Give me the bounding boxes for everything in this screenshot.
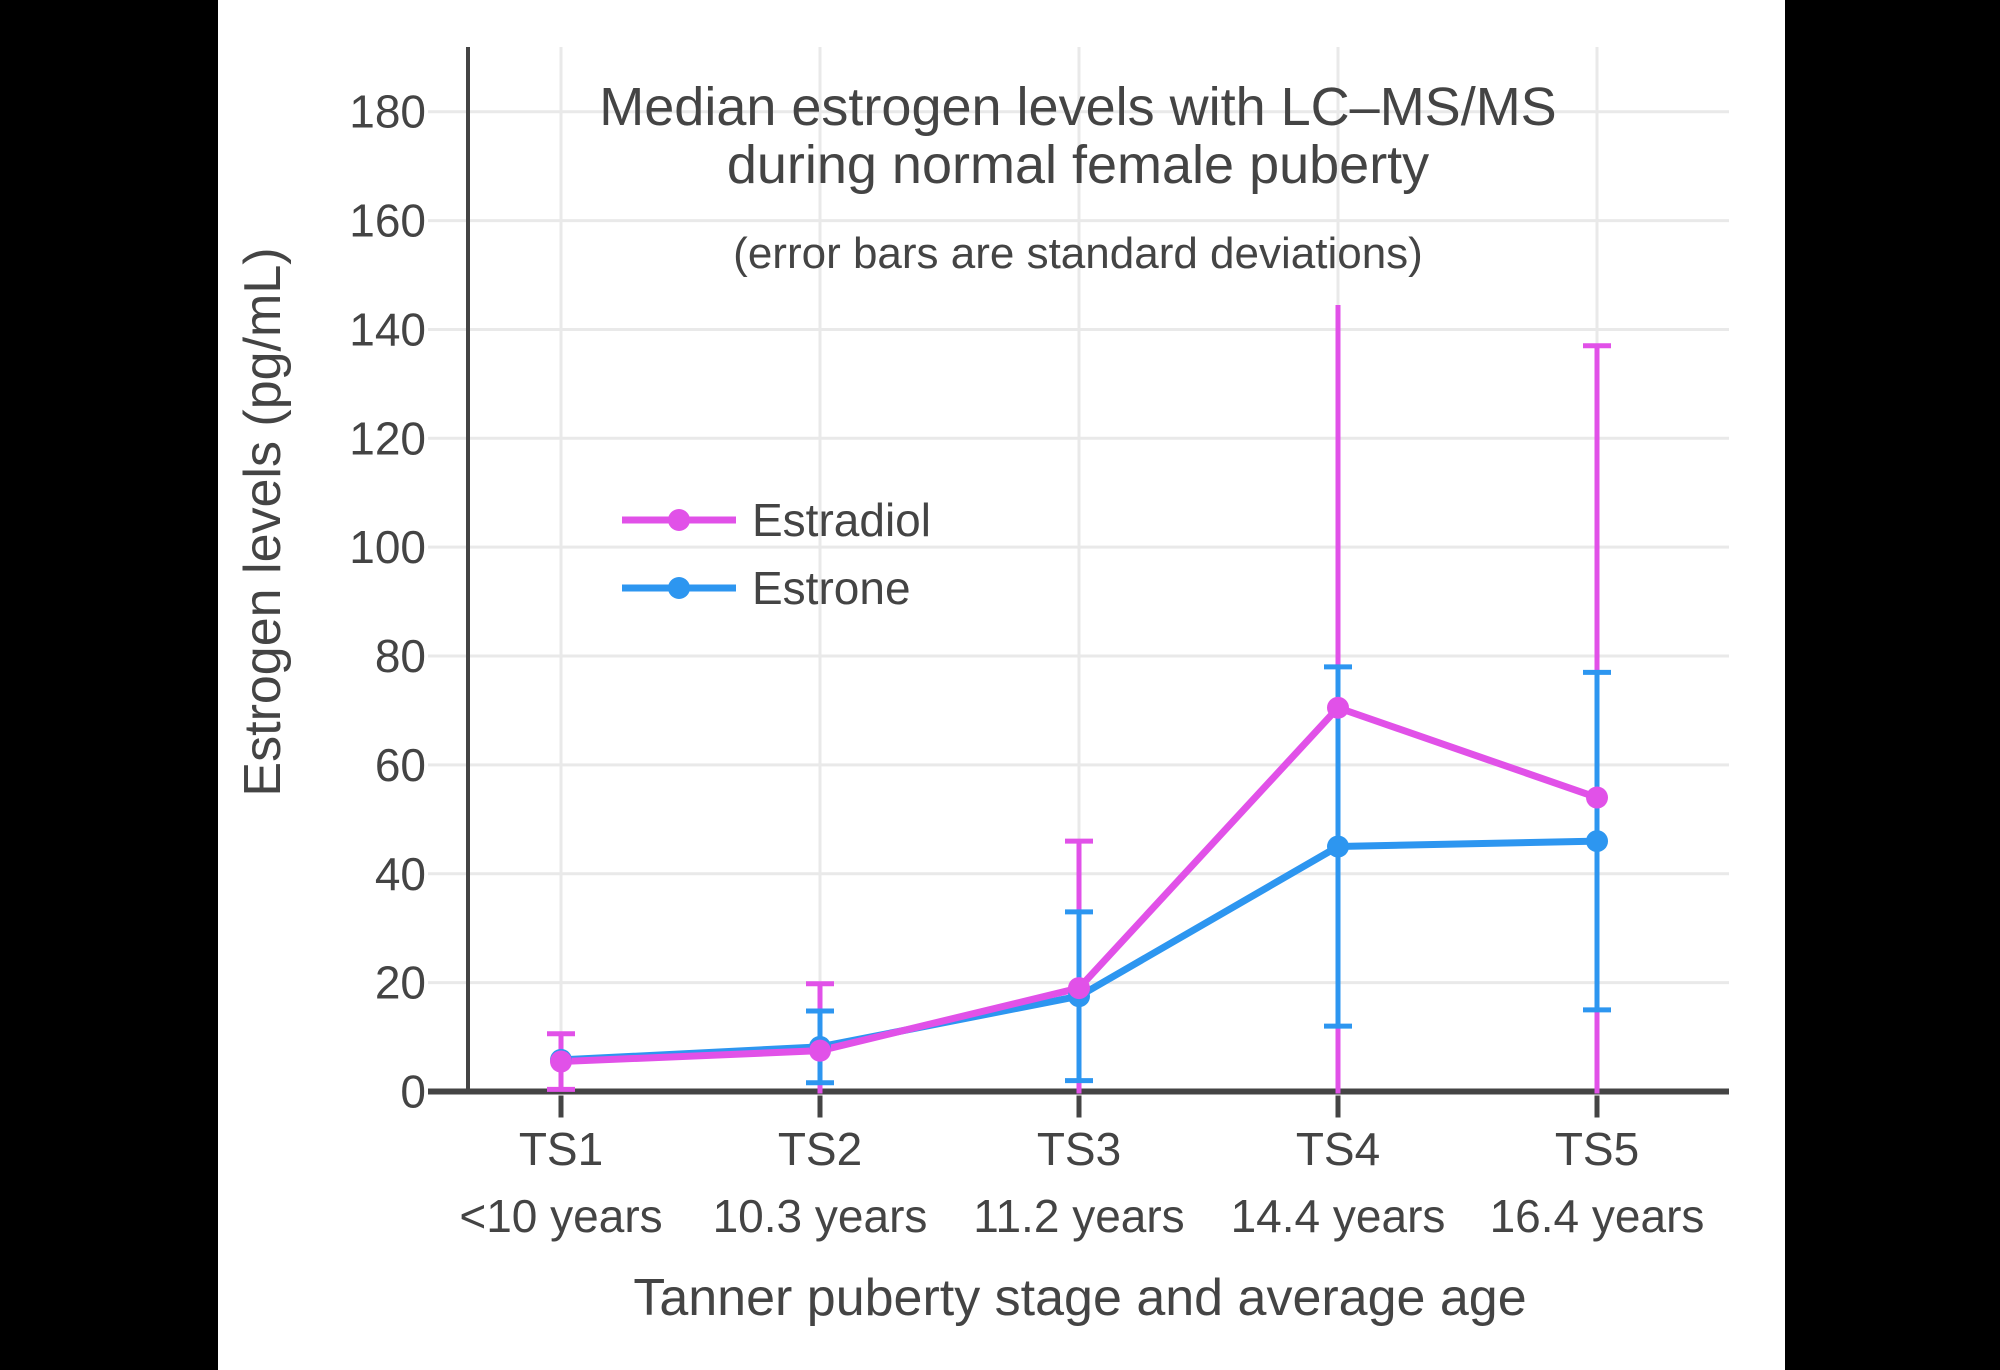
chart-title-line-2: during normal female puberty <box>727 135 1429 195</box>
x-tick-stage-label: TS3 <box>1037 1123 1121 1175</box>
legend-label: Estradiol <box>752 494 931 546</box>
y-tick-label: 40 <box>375 848 426 900</box>
x-tick-stage-label: TS5 <box>1555 1123 1639 1175</box>
legend-marker <box>668 509 690 531</box>
y-tick-label: 60 <box>375 739 426 791</box>
data-point-marker <box>1068 977 1090 1000</box>
x-tick-stage-label: TS1 <box>519 1123 603 1175</box>
series-layer <box>547 304 1611 1094</box>
y-tick-label: 120 <box>349 412 426 464</box>
legend-label: Estrone <box>752 562 911 614</box>
chart-panel: 0 20 40 60 80 100 120 140 160 180 TS1 <10 years TS2 1… <box>218 0 1785 1370</box>
x-tick-stage-label: TS2 <box>778 1123 862 1175</box>
x-tick-age-label: 11.2 years <box>973 1190 1184 1242</box>
line-chart: 0 20 40 60 80 100 120 140 160 180 TS1 <10 years TS2 1… <box>234 47 1729 1327</box>
y-tick-label: 20 <box>375 957 426 1009</box>
tick-label-layer: 0 20 40 60 80 100 120 140 160 180 TS1 <10 years TS2 1… <box>349 86 1704 1242</box>
x-tick-age-label: 14.4 years <box>1231 1190 1446 1242</box>
chart-subtitle: (error bars are standard deviations) <box>733 229 1423 278</box>
y-tick-label: 0 <box>400 1066 426 1118</box>
y-tick-label: 80 <box>375 630 426 682</box>
data-point-marker <box>1327 835 1349 858</box>
x-tick-age-label: 10.3 years <box>713 1190 928 1242</box>
data-point-marker <box>550 1050 572 1073</box>
x-tick-age-label: <10 years <box>459 1190 662 1242</box>
x-axis-title: Tanner puberty stage and average age <box>633 1269 1526 1327</box>
y-tick-label: 140 <box>349 303 426 355</box>
chart-title-line-1: Median estrogen levels with LC–MS/MS <box>599 77 1556 137</box>
y-axis-title: Estrogen levels (pg/mL) <box>234 247 292 796</box>
legend-item-estrone[interactable]: Estrone <box>622 562 911 614</box>
x-tick-stage-label: TS4 <box>1296 1123 1380 1175</box>
y-tick-label: 160 <box>349 195 426 247</box>
y-tick-label: 100 <box>349 521 426 573</box>
x-tick-age-label: 16.4 years <box>1490 1190 1705 1242</box>
y-tick-label: 180 <box>349 86 426 138</box>
data-point-marker <box>1586 786 1608 809</box>
data-point-marker <box>1586 830 1608 853</box>
chart-legend: Estradiol Estrone <box>622 494 931 614</box>
legend-item-estradiol[interactable]: Estradiol <box>622 494 931 546</box>
legend-marker <box>668 577 690 599</box>
data-point-marker <box>809 1039 831 1062</box>
data-point-marker <box>1327 696 1349 719</box>
